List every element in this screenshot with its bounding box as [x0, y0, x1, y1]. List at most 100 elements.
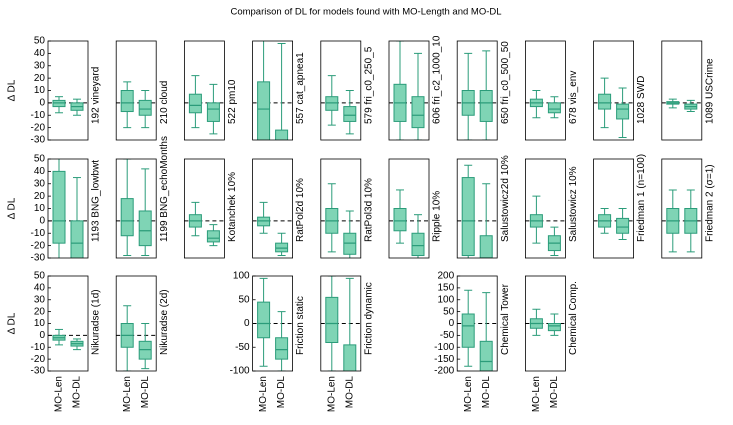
- y-tick-label: 20: [34, 306, 46, 317]
- box: [393, 208, 407, 232]
- axes-frame: [115, 158, 157, 259]
- box: [547, 102, 561, 114]
- y-tick-label: -20: [31, 240, 46, 251]
- panel-label: Chemical Tower: [500, 283, 511, 355]
- panel: [48, 328, 88, 351]
- axes-frame: [661, 158, 703, 259]
- box: [138, 99, 152, 116]
- y-tick-label: -30: [31, 253, 46, 264]
- y-tick-label: -10: [31, 342, 46, 353]
- box: [138, 210, 152, 247]
- axes-frame: [388, 40, 430, 141]
- y-tick-label: 10: [34, 203, 46, 214]
- y-tick-label: 30: [34, 178, 46, 189]
- y-tick-label: 50: [34, 154, 46, 165]
- panel: [252, 41, 293, 140]
- box: [188, 93, 202, 114]
- axes-frame: [593, 158, 634, 259]
- axes-frame: [388, 158, 430, 259]
- panel: [457, 164, 498, 258]
- panel-label: RatPol3d 10%: [363, 178, 374, 242]
- axes-frame: [183, 158, 225, 259]
- panel: [48, 159, 88, 258]
- x-tick-label: MO-DL: [344, 376, 355, 409]
- axes-frame: [320, 275, 362, 372]
- box: [120, 198, 134, 237]
- panel: [116, 159, 157, 257]
- panel-label: Nikuradse (2d): [159, 289, 170, 355]
- panel: [525, 195, 566, 257]
- box: [461, 313, 475, 348]
- box: [616, 217, 630, 234]
- y-tick-label: 100: [233, 271, 250, 282]
- x-tick-label: MO-Len: [258, 376, 269, 412]
- panel-label: 522 pm10: [227, 79, 238, 124]
- panel: [593, 77, 634, 139]
- panel: [116, 81, 157, 129]
- y-tick-label: 30: [34, 294, 46, 305]
- axes-frame: [661, 40, 703, 141]
- panel: [525, 308, 566, 336]
- y-tick-label: 50: [238, 294, 250, 305]
- box: [325, 96, 339, 111]
- y-axis-label: Δ DL: [7, 197, 18, 219]
- box: [461, 177, 475, 257]
- panel: [457, 50, 498, 140]
- panel-label: Ripple 10%: [432, 191, 443, 242]
- box: [120, 90, 134, 113]
- x-tick-label: MO-Len: [463, 376, 474, 412]
- panel: [252, 201, 293, 257]
- y-tick-label: 0: [39, 98, 45, 109]
- y-tick-label: -20: [31, 122, 46, 133]
- y-axis-label: Δ DL: [7, 312, 18, 334]
- axes-frame: [525, 158, 566, 259]
- box: [52, 99, 66, 108]
- axes-frame: [47, 40, 89, 141]
- y-tick-label: 50: [34, 36, 46, 47]
- box: [343, 232, 357, 255]
- x-tick-label: MO-DL: [481, 376, 492, 409]
- box: [325, 296, 339, 343]
- panel-label: 1089 USCrime: [704, 58, 715, 124]
- panel: [320, 276, 361, 371]
- y-tick-label: -20: [31, 354, 46, 365]
- panel-label: 1028 SWD: [636, 76, 647, 124]
- y-tick-label: -10: [31, 110, 46, 121]
- box: [479, 235, 493, 258]
- box: [343, 106, 357, 122]
- box: [52, 170, 66, 244]
- box: [70, 220, 84, 258]
- panel-label: Friedman 2 (σ=1): [704, 164, 715, 242]
- panel-label: 678 vis_env: [568, 71, 579, 124]
- x-tick-label: MO-DL: [140, 376, 151, 409]
- panel-label: RatPol2d 10%: [295, 178, 306, 242]
- box: [206, 230, 220, 243]
- box: [598, 93, 612, 110]
- axes-frame: [593, 40, 634, 141]
- box: [206, 102, 220, 122]
- panel-label: Nikuradse (1d): [91, 289, 102, 355]
- panel-label: Kotanchek 10%: [227, 172, 238, 242]
- y-tick-label: 200: [438, 271, 455, 282]
- panel-label: Salustowicz 10%: [568, 166, 579, 242]
- panel: [320, 183, 361, 258]
- x-tick-label: MO-Len: [531, 376, 542, 412]
- y-tick-label: 100: [438, 294, 455, 305]
- panel: [457, 289, 498, 371]
- panel-label: Salustowicz2d 10%: [500, 155, 511, 242]
- panel-label: 1193 BNG_lowbwt: [91, 160, 102, 242]
- panel: [525, 90, 566, 119]
- box: [479, 90, 493, 122]
- panel: [320, 75, 361, 135]
- x-tick-label: MO-Len: [326, 376, 337, 412]
- box: [275, 129, 289, 140]
- y-tick-label: 20: [34, 73, 46, 84]
- y-tick-label: 150: [438, 283, 455, 294]
- panel: [389, 41, 429, 140]
- x-tick-label: MO-Len: [54, 376, 65, 412]
- panel: [593, 208, 634, 240]
- y-axis-label: Δ DL: [7, 79, 18, 101]
- y-tick-label: 20: [34, 191, 46, 202]
- panel-label: 650 fri_c0_500_50: [500, 41, 511, 124]
